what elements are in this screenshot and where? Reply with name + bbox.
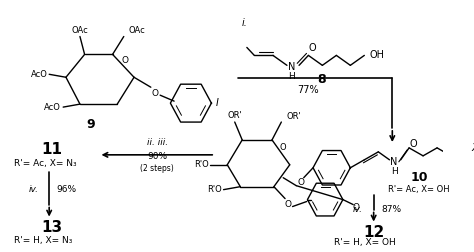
Text: O: O	[308, 43, 316, 53]
Text: R'= Ac, X= N₃: R'= Ac, X= N₃	[14, 159, 76, 168]
Text: OR': OR'	[287, 112, 301, 120]
Text: 12: 12	[363, 225, 384, 240]
Text: 11: 11	[42, 142, 63, 157]
Text: iv.: iv.	[28, 185, 38, 194]
Text: O: O	[280, 143, 286, 152]
Text: 9: 9	[87, 117, 95, 131]
Text: (2 steps): (2 steps)	[140, 164, 174, 173]
Text: R'O: R'O	[194, 160, 209, 169]
Text: O: O	[409, 139, 417, 149]
Text: OH: OH	[370, 50, 385, 60]
Text: R'= H, X= N₃: R'= H, X= N₃	[14, 236, 72, 245]
Text: iv.: iv.	[353, 205, 363, 214]
Text: O: O	[122, 56, 128, 65]
Text: AcO: AcO	[45, 103, 61, 112]
Text: N: N	[288, 62, 295, 72]
Text: OAc: OAc	[72, 26, 88, 35]
Text: 8: 8	[317, 73, 326, 86]
Text: OR': OR'	[228, 111, 242, 119]
Text: X: X	[472, 143, 474, 153]
Text: R'O: R'O	[207, 185, 222, 194]
Text: O: O	[297, 178, 304, 187]
Text: 90%: 90%	[147, 152, 167, 161]
Text: I: I	[216, 98, 219, 108]
Text: ii. iii.: ii. iii.	[147, 138, 168, 147]
Text: R'= H, X= OH: R'= H, X= OH	[335, 238, 396, 247]
Text: OAc: OAc	[128, 26, 145, 35]
Text: 87%: 87%	[381, 205, 401, 214]
Text: R'= Ac, X= OH: R'= Ac, X= OH	[388, 185, 449, 194]
Text: H: H	[391, 167, 398, 176]
Text: 13: 13	[41, 220, 63, 235]
Text: 77%: 77%	[298, 85, 319, 95]
Text: O: O	[284, 200, 292, 209]
Text: H: H	[288, 72, 295, 81]
Text: O: O	[353, 203, 359, 212]
Text: N: N	[391, 157, 398, 167]
Text: i.: i.	[241, 18, 247, 27]
Text: 10: 10	[411, 171, 428, 184]
Text: O: O	[152, 89, 159, 98]
Text: AcO: AcO	[30, 70, 47, 79]
Text: 96%: 96%	[56, 185, 77, 194]
